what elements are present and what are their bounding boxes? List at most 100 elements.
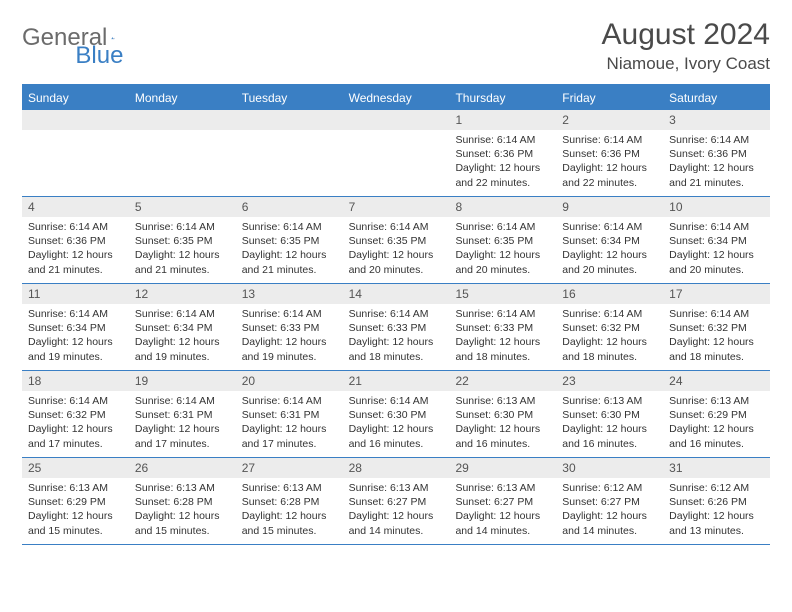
day-cell: 26Sunrise: 6:13 AMSunset: 6:28 PMDayligh… [129, 458, 236, 544]
day-number: 19 [129, 371, 236, 391]
day-body: Sunrise: 6:14 AMSunset: 6:32 PMDaylight:… [556, 304, 663, 368]
day-cell: 29Sunrise: 6:13 AMSunset: 6:27 PMDayligh… [449, 458, 556, 544]
day-cell: 27Sunrise: 6:13 AMSunset: 6:28 PMDayligh… [236, 458, 343, 544]
day-body: Sunrise: 6:13 AMSunset: 6:29 PMDaylight:… [22, 478, 129, 542]
day-number: 4 [22, 197, 129, 217]
week-row: 25Sunrise: 6:13 AMSunset: 6:29 PMDayligh… [22, 458, 770, 545]
day-number: 3 [663, 110, 770, 130]
day-body: Sunrise: 6:14 AMSunset: 6:31 PMDaylight:… [129, 391, 236, 455]
day-number: 11 [22, 284, 129, 304]
day-cell: 13Sunrise: 6:14 AMSunset: 6:33 PMDayligh… [236, 284, 343, 370]
day-body: Sunrise: 6:14 AMSunset: 6:32 PMDaylight:… [663, 304, 770, 368]
day-body: Sunrise: 6:14 AMSunset: 6:35 PMDaylight:… [129, 217, 236, 281]
day-body: Sunrise: 6:13 AMSunset: 6:30 PMDaylight:… [556, 391, 663, 455]
week-row: 4Sunrise: 6:14 AMSunset: 6:36 PMDaylight… [22, 197, 770, 284]
day-cell: 11Sunrise: 6:14 AMSunset: 6:34 PMDayligh… [22, 284, 129, 370]
day-body: Sunrise: 6:14 AMSunset: 6:35 PMDaylight:… [236, 217, 343, 281]
day-number: 27 [236, 458, 343, 478]
day-body: Sunrise: 6:14 AMSunset: 6:36 PMDaylight:… [449, 130, 556, 194]
day-number: 24 [663, 371, 770, 391]
day-number: 23 [556, 371, 663, 391]
day-number: 14 [343, 284, 450, 304]
day-body: Sunrise: 6:14 AMSunset: 6:36 PMDaylight:… [556, 130, 663, 194]
header: General Blue August 2024 Niamoue, Ivory … [22, 18, 770, 74]
day-body: Sunrise: 6:14 AMSunset: 6:31 PMDaylight:… [236, 391, 343, 455]
day-number: 1 [449, 110, 556, 130]
day-body: Sunrise: 6:14 AMSunset: 6:32 PMDaylight:… [22, 391, 129, 455]
day-number: 5 [129, 197, 236, 217]
day-number [129, 110, 236, 130]
day-cell: 10Sunrise: 6:14 AMSunset: 6:34 PMDayligh… [663, 197, 770, 283]
day-body: Sunrise: 6:13 AMSunset: 6:28 PMDaylight:… [236, 478, 343, 542]
day-cell: 16Sunrise: 6:14 AMSunset: 6:32 PMDayligh… [556, 284, 663, 370]
day-number: 10 [663, 197, 770, 217]
week-row: 1Sunrise: 6:14 AMSunset: 6:36 PMDaylight… [22, 110, 770, 197]
day-cell: 7Sunrise: 6:14 AMSunset: 6:35 PMDaylight… [343, 197, 450, 283]
day-body: Sunrise: 6:13 AMSunset: 6:28 PMDaylight:… [129, 478, 236, 542]
weekday-saturday: Saturday [663, 86, 770, 110]
day-cell: 31Sunrise: 6:12 AMSunset: 6:26 PMDayligh… [663, 458, 770, 544]
weekday-sunday: Sunday [22, 86, 129, 110]
day-cell: 28Sunrise: 6:13 AMSunset: 6:27 PMDayligh… [343, 458, 450, 544]
day-body: Sunrise: 6:13 AMSunset: 6:29 PMDaylight:… [663, 391, 770, 455]
day-cell: 12Sunrise: 6:14 AMSunset: 6:34 PMDayligh… [129, 284, 236, 370]
day-body: Sunrise: 6:12 AMSunset: 6:27 PMDaylight:… [556, 478, 663, 542]
day-number: 25 [22, 458, 129, 478]
week-row: 18Sunrise: 6:14 AMSunset: 6:32 PMDayligh… [22, 371, 770, 458]
week-row: 11Sunrise: 6:14 AMSunset: 6:34 PMDayligh… [22, 284, 770, 371]
day-body: Sunrise: 6:14 AMSunset: 6:33 PMDaylight:… [449, 304, 556, 368]
day-cell: 23Sunrise: 6:13 AMSunset: 6:30 PMDayligh… [556, 371, 663, 457]
day-cell: 17Sunrise: 6:14 AMSunset: 6:32 PMDayligh… [663, 284, 770, 370]
weekday-thursday: Thursday [449, 86, 556, 110]
day-cell: 24Sunrise: 6:13 AMSunset: 6:29 PMDayligh… [663, 371, 770, 457]
day-number: 21 [343, 371, 450, 391]
day-cell: 21Sunrise: 6:14 AMSunset: 6:30 PMDayligh… [343, 371, 450, 457]
day-number: 9 [556, 197, 663, 217]
day-cell: 30Sunrise: 6:12 AMSunset: 6:27 PMDayligh… [556, 458, 663, 544]
logo: General Blue [22, 24, 189, 52]
day-body: Sunrise: 6:13 AMSunset: 6:27 PMDaylight:… [343, 478, 450, 542]
day-cell: 3Sunrise: 6:14 AMSunset: 6:36 PMDaylight… [663, 110, 770, 196]
day-number [22, 110, 129, 130]
location: Niamoue, Ivory Coast [602, 54, 770, 74]
day-cell: 18Sunrise: 6:14 AMSunset: 6:32 PMDayligh… [22, 371, 129, 457]
logo-text-blue: Blue [75, 42, 123, 70]
day-body: Sunrise: 6:14 AMSunset: 6:33 PMDaylight:… [343, 304, 450, 368]
day-cell [343, 110, 450, 196]
day-cell: 4Sunrise: 6:14 AMSunset: 6:36 PMDaylight… [22, 197, 129, 283]
weekday-wednesday: Wednesday [343, 86, 450, 110]
day-number: 13 [236, 284, 343, 304]
day-cell [129, 110, 236, 196]
title-block: August 2024 Niamoue, Ivory Coast [602, 18, 770, 74]
day-cell: 19Sunrise: 6:14 AMSunset: 6:31 PMDayligh… [129, 371, 236, 457]
month-title: August 2024 [602, 18, 770, 52]
calendar: SundayMondayTuesdayWednesdayThursdayFrid… [22, 84, 770, 545]
day-body: Sunrise: 6:14 AMSunset: 6:34 PMDaylight:… [129, 304, 236, 368]
day-body: Sunrise: 6:14 AMSunset: 6:34 PMDaylight:… [556, 217, 663, 281]
day-cell: 6Sunrise: 6:14 AMSunset: 6:35 PMDaylight… [236, 197, 343, 283]
day-cell: 9Sunrise: 6:14 AMSunset: 6:34 PMDaylight… [556, 197, 663, 283]
day-body: Sunrise: 6:14 AMSunset: 6:30 PMDaylight:… [343, 391, 450, 455]
day-cell: 2Sunrise: 6:14 AMSunset: 6:36 PMDaylight… [556, 110, 663, 196]
day-cell: 15Sunrise: 6:14 AMSunset: 6:33 PMDayligh… [449, 284, 556, 370]
day-number: 31 [663, 458, 770, 478]
day-body: Sunrise: 6:14 AMSunset: 6:36 PMDaylight:… [663, 130, 770, 194]
day-cell: 22Sunrise: 6:13 AMSunset: 6:30 PMDayligh… [449, 371, 556, 457]
day-body: Sunrise: 6:14 AMSunset: 6:35 PMDaylight:… [343, 217, 450, 281]
day-number: 22 [449, 371, 556, 391]
day-cell: 14Sunrise: 6:14 AMSunset: 6:33 PMDayligh… [343, 284, 450, 370]
day-number [236, 110, 343, 130]
day-cell [22, 110, 129, 196]
day-cell: 20Sunrise: 6:14 AMSunset: 6:31 PMDayligh… [236, 371, 343, 457]
day-cell: 8Sunrise: 6:14 AMSunset: 6:35 PMDaylight… [449, 197, 556, 283]
day-number: 26 [129, 458, 236, 478]
day-number: 7 [343, 197, 450, 217]
day-number: 2 [556, 110, 663, 130]
day-cell [236, 110, 343, 196]
day-body: Sunrise: 6:13 AMSunset: 6:30 PMDaylight:… [449, 391, 556, 455]
day-body: Sunrise: 6:14 AMSunset: 6:34 PMDaylight:… [663, 217, 770, 281]
day-body: Sunrise: 6:13 AMSunset: 6:27 PMDaylight:… [449, 478, 556, 542]
day-number: 20 [236, 371, 343, 391]
day-number: 6 [236, 197, 343, 217]
day-number: 15 [449, 284, 556, 304]
